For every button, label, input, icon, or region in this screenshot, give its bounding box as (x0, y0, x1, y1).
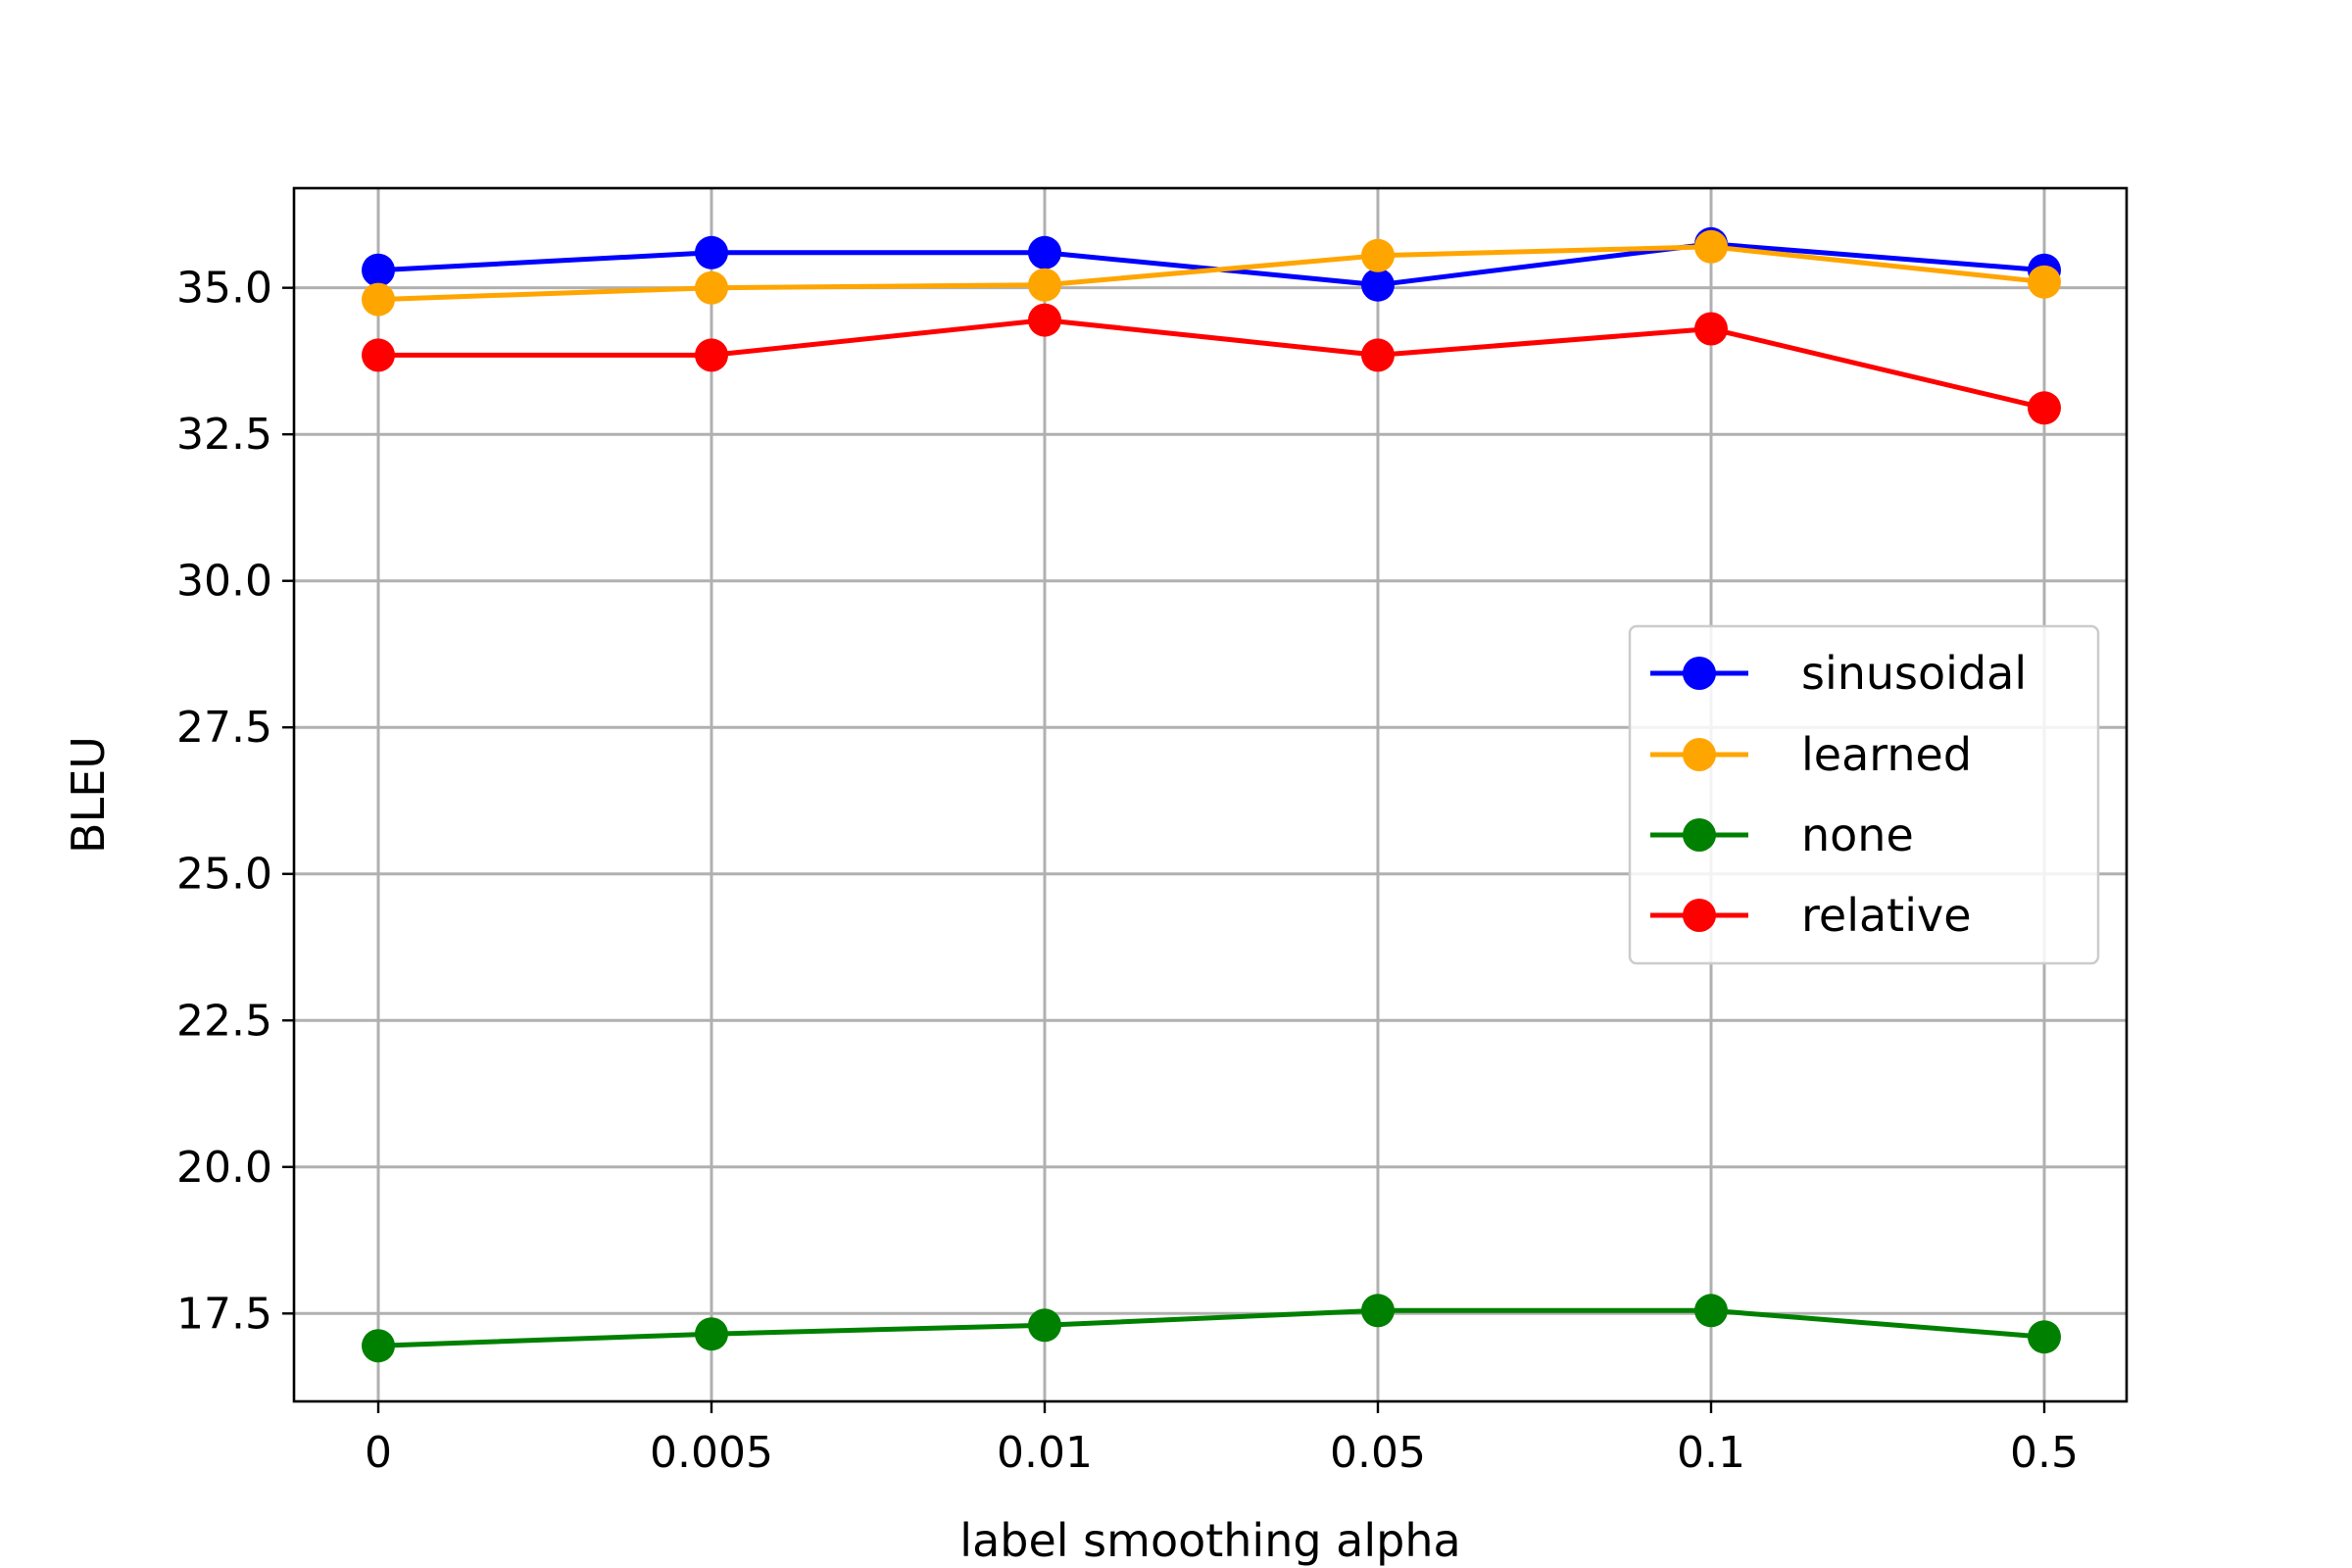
data-point-learned (2028, 265, 2061, 299)
data-point-learned (1361, 238, 1395, 272)
data-point-none (695, 1317, 728, 1351)
y-tick-label: 17.5 (176, 1289, 272, 1339)
legend-box (1628, 624, 2100, 965)
data-point-relative (695, 338, 728, 372)
y-tick-label: 35.0 (176, 264, 272, 314)
axis-ticks: 0 0.005 0.01 0.05 0.1 0.5 17.5 20.0 22.5 25.0 27.5… (176, 264, 2079, 1478)
series-line-learned (377, 244, 2045, 303)
y-tick-label: 32.5 (176, 410, 272, 460)
legend-marker-relative (1683, 899, 1716, 932)
y-tick-label: 30.0 (176, 557, 272, 607)
x-tick-label: 0 (365, 1428, 392, 1478)
data-point-none (1361, 1294, 1395, 1328)
y-tick-label: 22.5 (176, 996, 272, 1046)
series-line-none (377, 1307, 2045, 1348)
data-point-none (1694, 1294, 1728, 1328)
plot-frame (292, 186, 2129, 1403)
legend-marker-none (1683, 818, 1716, 852)
data-point-none (2028, 1320, 2061, 1354)
data-point-sinusoidal (1028, 235, 1061, 270)
series-lines (362, 226, 2061, 1363)
legend-label-relative: relative (1801, 889, 1972, 942)
legend: sinusoidal learned none relative (1628, 624, 2100, 965)
data-point-sinusoidal (1361, 268, 1395, 302)
series-line-relative (378, 318, 2045, 411)
data-point-learned (1028, 268, 1061, 302)
x-tick-label: 0.05 (1330, 1428, 1426, 1478)
data-point-none (1028, 1308, 1061, 1343)
data-point-learned (362, 282, 395, 317)
data-point-relative (1361, 338, 1395, 372)
x-tick-label: 0.1 (1677, 1428, 1745, 1478)
x-tick-label: 0.005 (650, 1428, 773, 1478)
data-point-relative (1694, 312, 1728, 346)
data-point-sinusoidal (362, 253, 395, 287)
data-point-learned (1694, 229, 1728, 264)
data-point-relative (1028, 303, 1061, 337)
legend-label-none: none (1801, 808, 1914, 861)
x-axis-title: label smoothing alpha (959, 1514, 1460, 1567)
data-point-none (362, 1329, 395, 1363)
data-point-sinusoidal (695, 235, 728, 270)
x-tick-label: 0.01 (997, 1428, 1093, 1478)
legend-marker-sinusoidal (1683, 657, 1716, 690)
legend-label-learned: learned (1801, 728, 1972, 781)
legend-label-sinusoidal: sinusoidal (1801, 647, 2027, 700)
data-point-relative (362, 338, 395, 372)
data-point-relative (2028, 391, 2061, 425)
y-tick-label: 25.0 (176, 850, 272, 900)
y-tick-label: 20.0 (176, 1143, 272, 1193)
data-point-learned (695, 270, 728, 305)
legend-marker-learned (1683, 738, 1716, 771)
y-axis-title: BLEU (62, 736, 115, 854)
x-tick-label: 0.5 (2010, 1428, 2079, 1478)
y-tick-label: 27.5 (176, 703, 272, 753)
